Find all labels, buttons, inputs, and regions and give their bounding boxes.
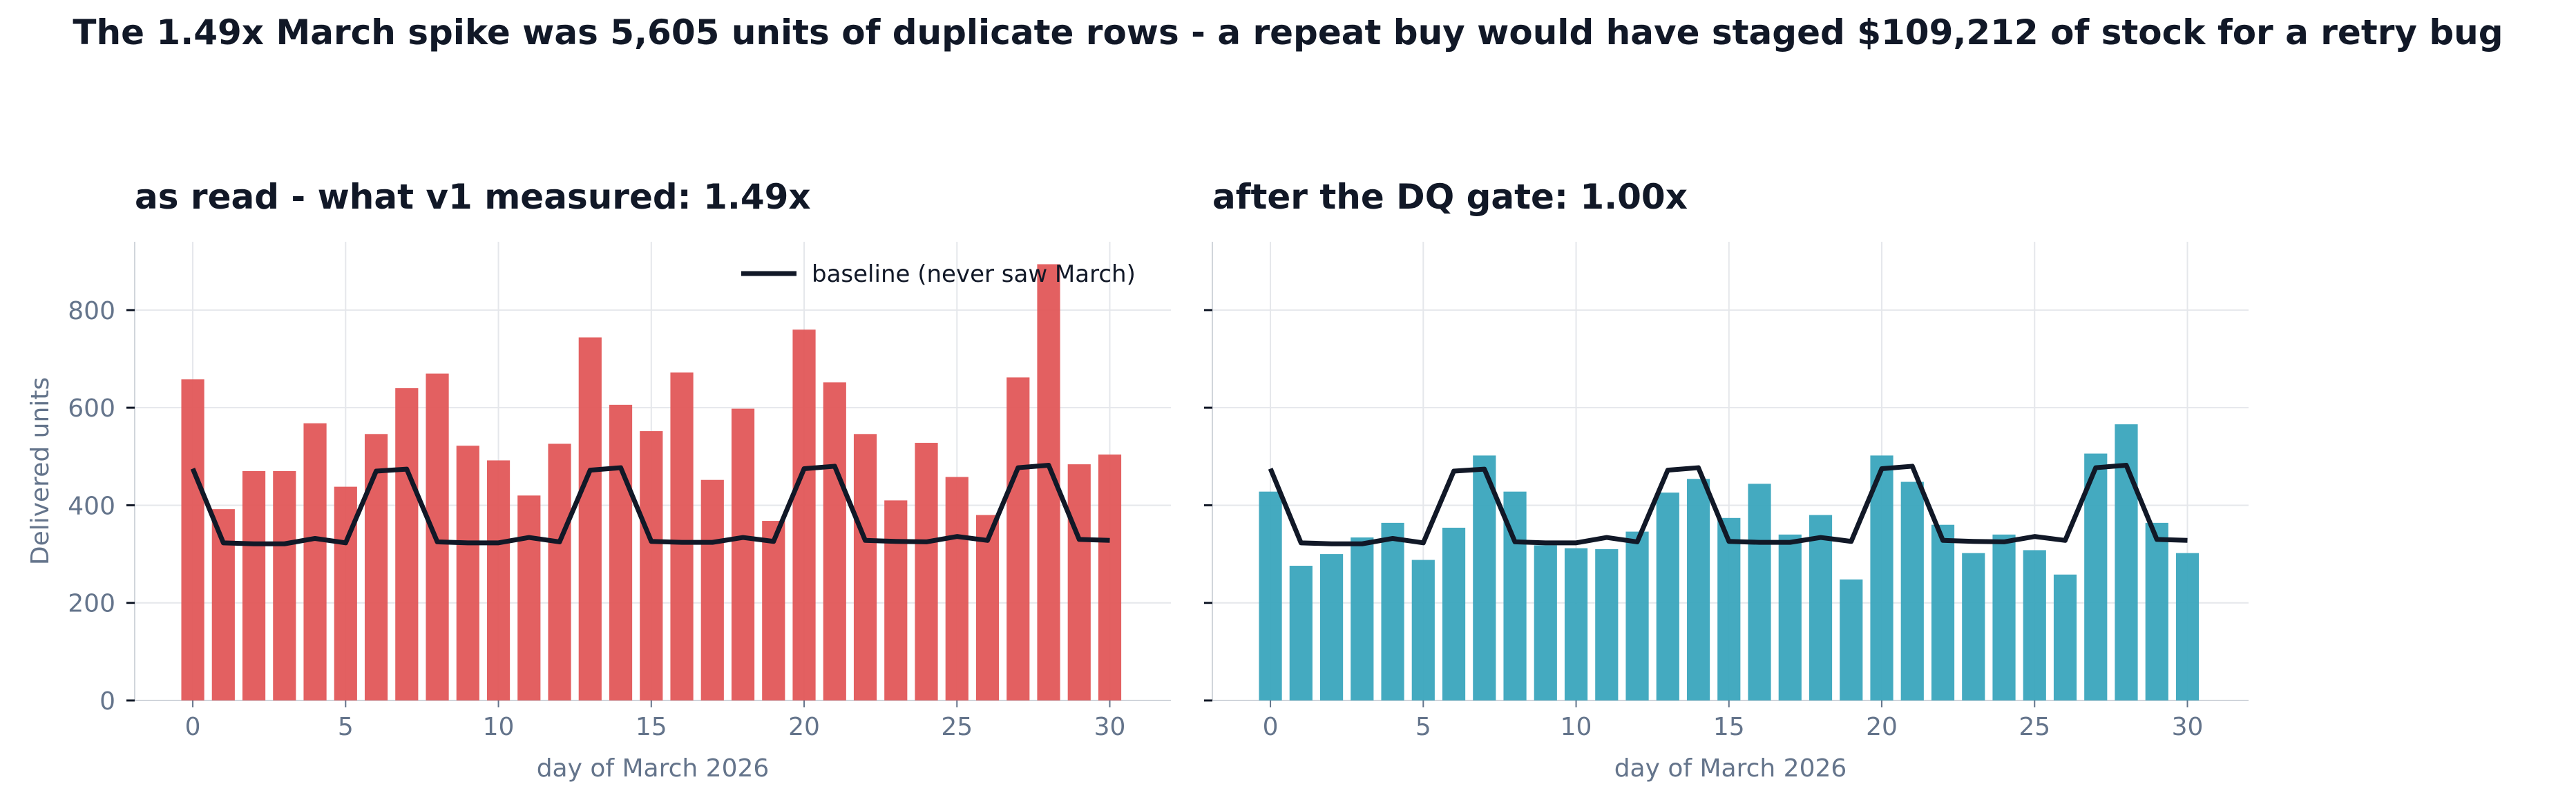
bar: [609, 404, 633, 700]
legend: baseline (never saw March): [741, 260, 1136, 288]
panel-title: as read - what v1 measured: 1.49x: [135, 177, 811, 217]
bar: [1656, 493, 1679, 700]
x-tick-label: 30: [1094, 713, 1126, 741]
bar: [1778, 534, 1802, 700]
bar: [1442, 527, 1466, 700]
figure-title: The 1.49x March spike was 5,605 units of…: [73, 12, 2503, 52]
panel-after-gate: after the DQ gate: 1.00x 0 5 10 15 20 25 30 day …: [1204, 177, 2249, 783]
x-tick-label: 5: [338, 713, 354, 741]
bar: [640, 431, 663, 700]
bar: [792, 330, 816, 700]
bar: [364, 434, 388, 700]
x-tick-label: 25: [2019, 713, 2050, 741]
bar: [731, 408, 755, 700]
bar: [1381, 522, 1404, 700]
bar: [853, 434, 877, 700]
bar: [2053, 574, 2077, 700]
bar: [2145, 522, 2168, 700]
x-tick-label: 20: [788, 713, 820, 741]
bar: [1870, 455, 1893, 700]
bar: [1534, 545, 1557, 700]
bar: [1686, 479, 1710, 700]
bar: [1748, 484, 1771, 700]
baseline-line: [190, 463, 1110, 546]
x-tick-label: 30: [2172, 713, 2204, 741]
x-axis-label: day of March 2026: [1614, 754, 1847, 783]
bar: [1411, 560, 1435, 700]
bar: [1319, 554, 1344, 700]
bar: [1931, 524, 1955, 700]
bar: [1900, 481, 1924, 700]
bar: [2023, 550, 2046, 700]
bar: [273, 471, 296, 700]
bar: [1595, 549, 1619, 700]
y-axis-label: Delivered units: [26, 377, 55, 565]
bar: [1289, 566, 1313, 700]
bar: [303, 423, 327, 700]
bar: [395, 388, 419, 700]
bar: [1962, 553, 1985, 700]
panel-as-read: as read - what v1 measured: 1.49x 0 5 10 15 2…: [26, 177, 1171, 783]
x-tick-label: 5: [1415, 713, 1431, 741]
bar: [1067, 464, 1091, 700]
bar: [1351, 537, 1374, 700]
bar: [700, 479, 724, 700]
bar: [181, 379, 204, 700]
legend-label: baseline (never saw March): [812, 260, 1136, 288]
bar: [578, 337, 602, 700]
bar: [242, 471, 266, 700]
bar: [1717, 517, 1741, 700]
bar: [823, 382, 846, 700]
bar: [762, 521, 785, 700]
bar: [1564, 548, 1588, 700]
x-tick-label: 10: [483, 713, 515, 741]
bar: [548, 443, 571, 700]
bar: [1992, 534, 2016, 700]
bar: [517, 495, 541, 700]
bar: [1006, 377, 1030, 700]
bar: [1259, 491, 1282, 700]
bar: [1625, 531, 1649, 700]
bar: [1840, 579, 1863, 700]
bar: [2175, 553, 2200, 700]
bar: [945, 477, 969, 700]
x-tick-label: 0: [185, 713, 201, 741]
bar: [915, 443, 938, 700]
baseline-line: [1268, 463, 2188, 546]
bar: [670, 372, 694, 700]
bar: [884, 500, 908, 700]
x-tick-label: 15: [1713, 713, 1745, 741]
x-tick-label: 0: [1263, 713, 1279, 741]
y-tick-label: 800: [68, 297, 115, 325]
y-tick-label: 0: [99, 687, 115, 716]
bar: [1098, 454, 1122, 700]
x-tick-label: 15: [636, 713, 667, 741]
bar: [2084, 453, 2108, 700]
bar: [486, 460, 511, 700]
x-tick-label: 25: [941, 713, 973, 741]
x-tick-label: 10: [1561, 713, 1592, 741]
bar: [456, 446, 479, 700]
y-tick-label: 600: [68, 394, 115, 423]
x-tick-label: 20: [1866, 713, 1898, 741]
panel-title: after the DQ gate: 1.00x: [1212, 177, 1688, 217]
bar: [1473, 455, 1496, 700]
bar: [975, 515, 1000, 700]
y-tick-label: 200: [68, 590, 115, 618]
x-axis-label: day of March 2026: [537, 754, 770, 783]
y-tick-label: 400: [68, 492, 115, 520]
bar: [1809, 515, 1833, 700]
